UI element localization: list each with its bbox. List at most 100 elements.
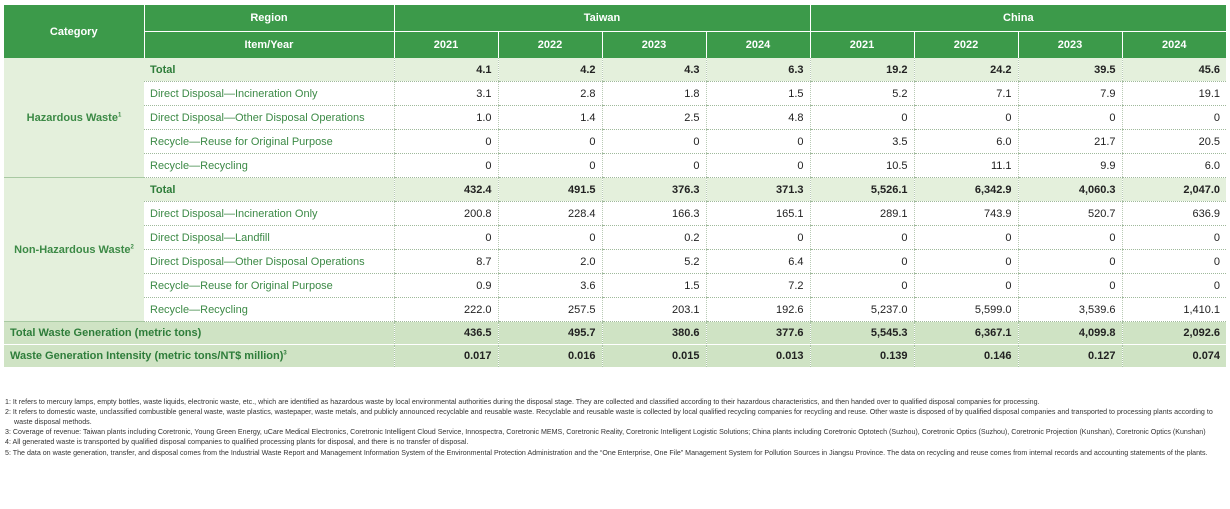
value-cell: 0	[601, 129, 706, 154]
value-cell: 0	[1017, 249, 1123, 274]
value-cell: 432.4	[393, 177, 498, 202]
value-cell: 7.9	[1017, 81, 1123, 106]
item-label: Recycle—Recycling	[144, 297, 394, 322]
value-cell: 0	[393, 153, 498, 178]
value-cell: 371.3	[705, 177, 811, 202]
value-cell: 0.9	[393, 273, 498, 298]
table-row: Hazardous Waste1 Total 4.1 4.2 4.3 6.3 19.2 24.…	[4, 58, 1227, 178]
item-label: Recycle—Reuse for Original Purpose	[144, 273, 394, 298]
summary-value-cell: 4,099.8	[1017, 321, 1123, 345]
summary-value-cell: 380.6	[601, 321, 706, 345]
value-cell: 0	[497, 153, 602, 178]
summary-value-cell: 0.015	[601, 344, 706, 368]
summary-value-cell: 0.013	[705, 344, 811, 368]
value-cell: 1.0	[393, 105, 498, 130]
item-label: Total	[144, 177, 394, 202]
summary-label-cell: Total Waste Generation (metric tons)	[4, 321, 394, 345]
value-cell: 2.8	[497, 81, 602, 106]
footnote-marker: 3	[283, 350, 287, 357]
value-cell: 0	[913, 273, 1019, 298]
value-cell: 0	[601, 153, 706, 178]
item-label: Direct Disposal—Incineration Only	[144, 81, 394, 106]
item-label: Direct Disposal—Landfill	[144, 225, 394, 250]
value-cell: 21.7	[1017, 129, 1123, 154]
value-cell: 1.8	[601, 81, 706, 106]
year-header: 2021	[393, 31, 498, 58]
value-cell: 0.2	[601, 225, 706, 250]
value-cell: 3.5	[809, 129, 915, 154]
value-cell: 203.1	[601, 297, 706, 322]
value-cell: 636.9	[1121, 201, 1227, 226]
summary-value-cell: 2,092.6	[1121, 321, 1227, 345]
footnote: 4: All generated waste is transported by…	[5, 438, 469, 447]
value-cell: 4.2	[497, 58, 602, 82]
table-row: Recycle—Reuse for Original Purpose 0.9 3.6…	[4, 273, 1227, 298]
region-header: Region	[143, 5, 394, 32]
value-cell: 7.2	[705, 273, 811, 298]
value-cell: 0	[1121, 105, 1227, 130]
summary-value-cell: 5,545.3	[809, 321, 915, 345]
item-label: Direct Disposal—Incineration Only	[144, 201, 394, 226]
value-cell: 0	[809, 273, 915, 298]
footnote: 2: It refers to domestic waste, unclassi…	[5, 408, 1213, 426]
value-cell: 3.6	[497, 273, 602, 298]
summary-value-cell: 436.5	[393, 321, 498, 345]
value-cell: 1,410.1	[1121, 297, 1227, 322]
summary-label: Waste Generation Intensity (metric tons/…	[10, 350, 284, 362]
summary-value-cell: 495.7	[497, 321, 602, 345]
value-cell: 1.5	[601, 273, 706, 298]
item-label: Recycle—Reuse for Original Purpose	[144, 129, 394, 154]
year-header: 2024	[1121, 31, 1227, 58]
value-cell: 743.9	[913, 201, 1019, 226]
value-cell: 0	[497, 225, 602, 250]
category-label: Non-Hazardous Waste	[14, 243, 131, 256]
summary-value-cell: 0.017	[393, 344, 498, 368]
value-cell: 0	[1121, 225, 1227, 250]
item-label: Recycle—Recycling	[144, 153, 394, 178]
value-cell: 19.2	[809, 58, 915, 82]
summary-value-cell: 0.016	[497, 344, 602, 368]
category-label: Hazardous Waste	[26, 111, 118, 124]
footnote: 5: The data on waste generation, transfe…	[5, 448, 1208, 457]
footnotes: 1: It refers to mercury lamps, empty bot…	[5, 398, 1227, 459]
value-cell: 8.7	[393, 249, 498, 274]
value-cell: 1.5	[705, 81, 811, 106]
value-cell: 376.3	[601, 177, 706, 202]
value-cell: 45.6	[1121, 58, 1227, 82]
item-label: Direct Disposal—Other Disposal Operation…	[144, 249, 394, 274]
table-row: Direct Disposal—Incineration Only 3.1 2.8 1…	[4, 81, 1227, 106]
value-cell: 165.1	[705, 201, 811, 226]
waste-table: Category Region Taiwan China Item/Year 2…	[4, 5, 1227, 368]
category-cell: Hazardous Waste1	[4, 58, 144, 178]
summary-value-cell: 0.146	[913, 344, 1019, 368]
value-cell: 3,539.6	[1017, 297, 1123, 322]
value-cell: 0	[393, 225, 498, 250]
value-cell: 0	[705, 225, 811, 250]
header-row-region: Category Region Taiwan China	[4, 5, 1227, 58]
table-row: Recycle—Recycling 222.0 257.5 203.1 192.6 5,2…	[4, 297, 1227, 322]
table-body: Hazardous Waste1 Total 4.1 4.2 4.3 6.3 19.2 24.…	[4, 58, 1227, 368]
summary-value-cell: 0.127	[1017, 344, 1123, 368]
value-cell: 24.2	[913, 58, 1019, 82]
category-cell: Non-Hazardous Waste2	[4, 177, 144, 322]
summary-row: Total Waste Generation (metric tons) 436.…	[4, 321, 1227, 345]
value-cell: 5,237.0	[809, 297, 915, 322]
value-cell: 6.4	[705, 249, 811, 274]
table-row: Direct Disposal—Other Disposal Operation…	[4, 105, 1227, 130]
table-row: Direct Disposal—Other Disposal Operation…	[4, 249, 1227, 274]
summary-value-cell: 377.6	[705, 321, 811, 345]
value-cell: 0	[913, 225, 1019, 250]
value-cell: 2.5	[601, 105, 706, 130]
value-cell: 0	[1121, 273, 1227, 298]
summary-label: Total Waste Generation (metric tons)	[10, 327, 202, 339]
value-cell: 4.3	[601, 58, 706, 82]
value-cell: 4.1	[393, 58, 498, 82]
value-cell: 4.8	[705, 105, 811, 130]
header-row-years: Item/Year 2021 2022 2023 2024 2021 2022 …	[4, 31, 1227, 58]
value-cell: 0	[1121, 249, 1227, 274]
value-cell: 0	[809, 225, 915, 250]
value-cell: 6.3	[705, 58, 811, 82]
value-cell: 5.2	[809, 81, 915, 106]
value-cell: 192.6	[705, 297, 811, 322]
